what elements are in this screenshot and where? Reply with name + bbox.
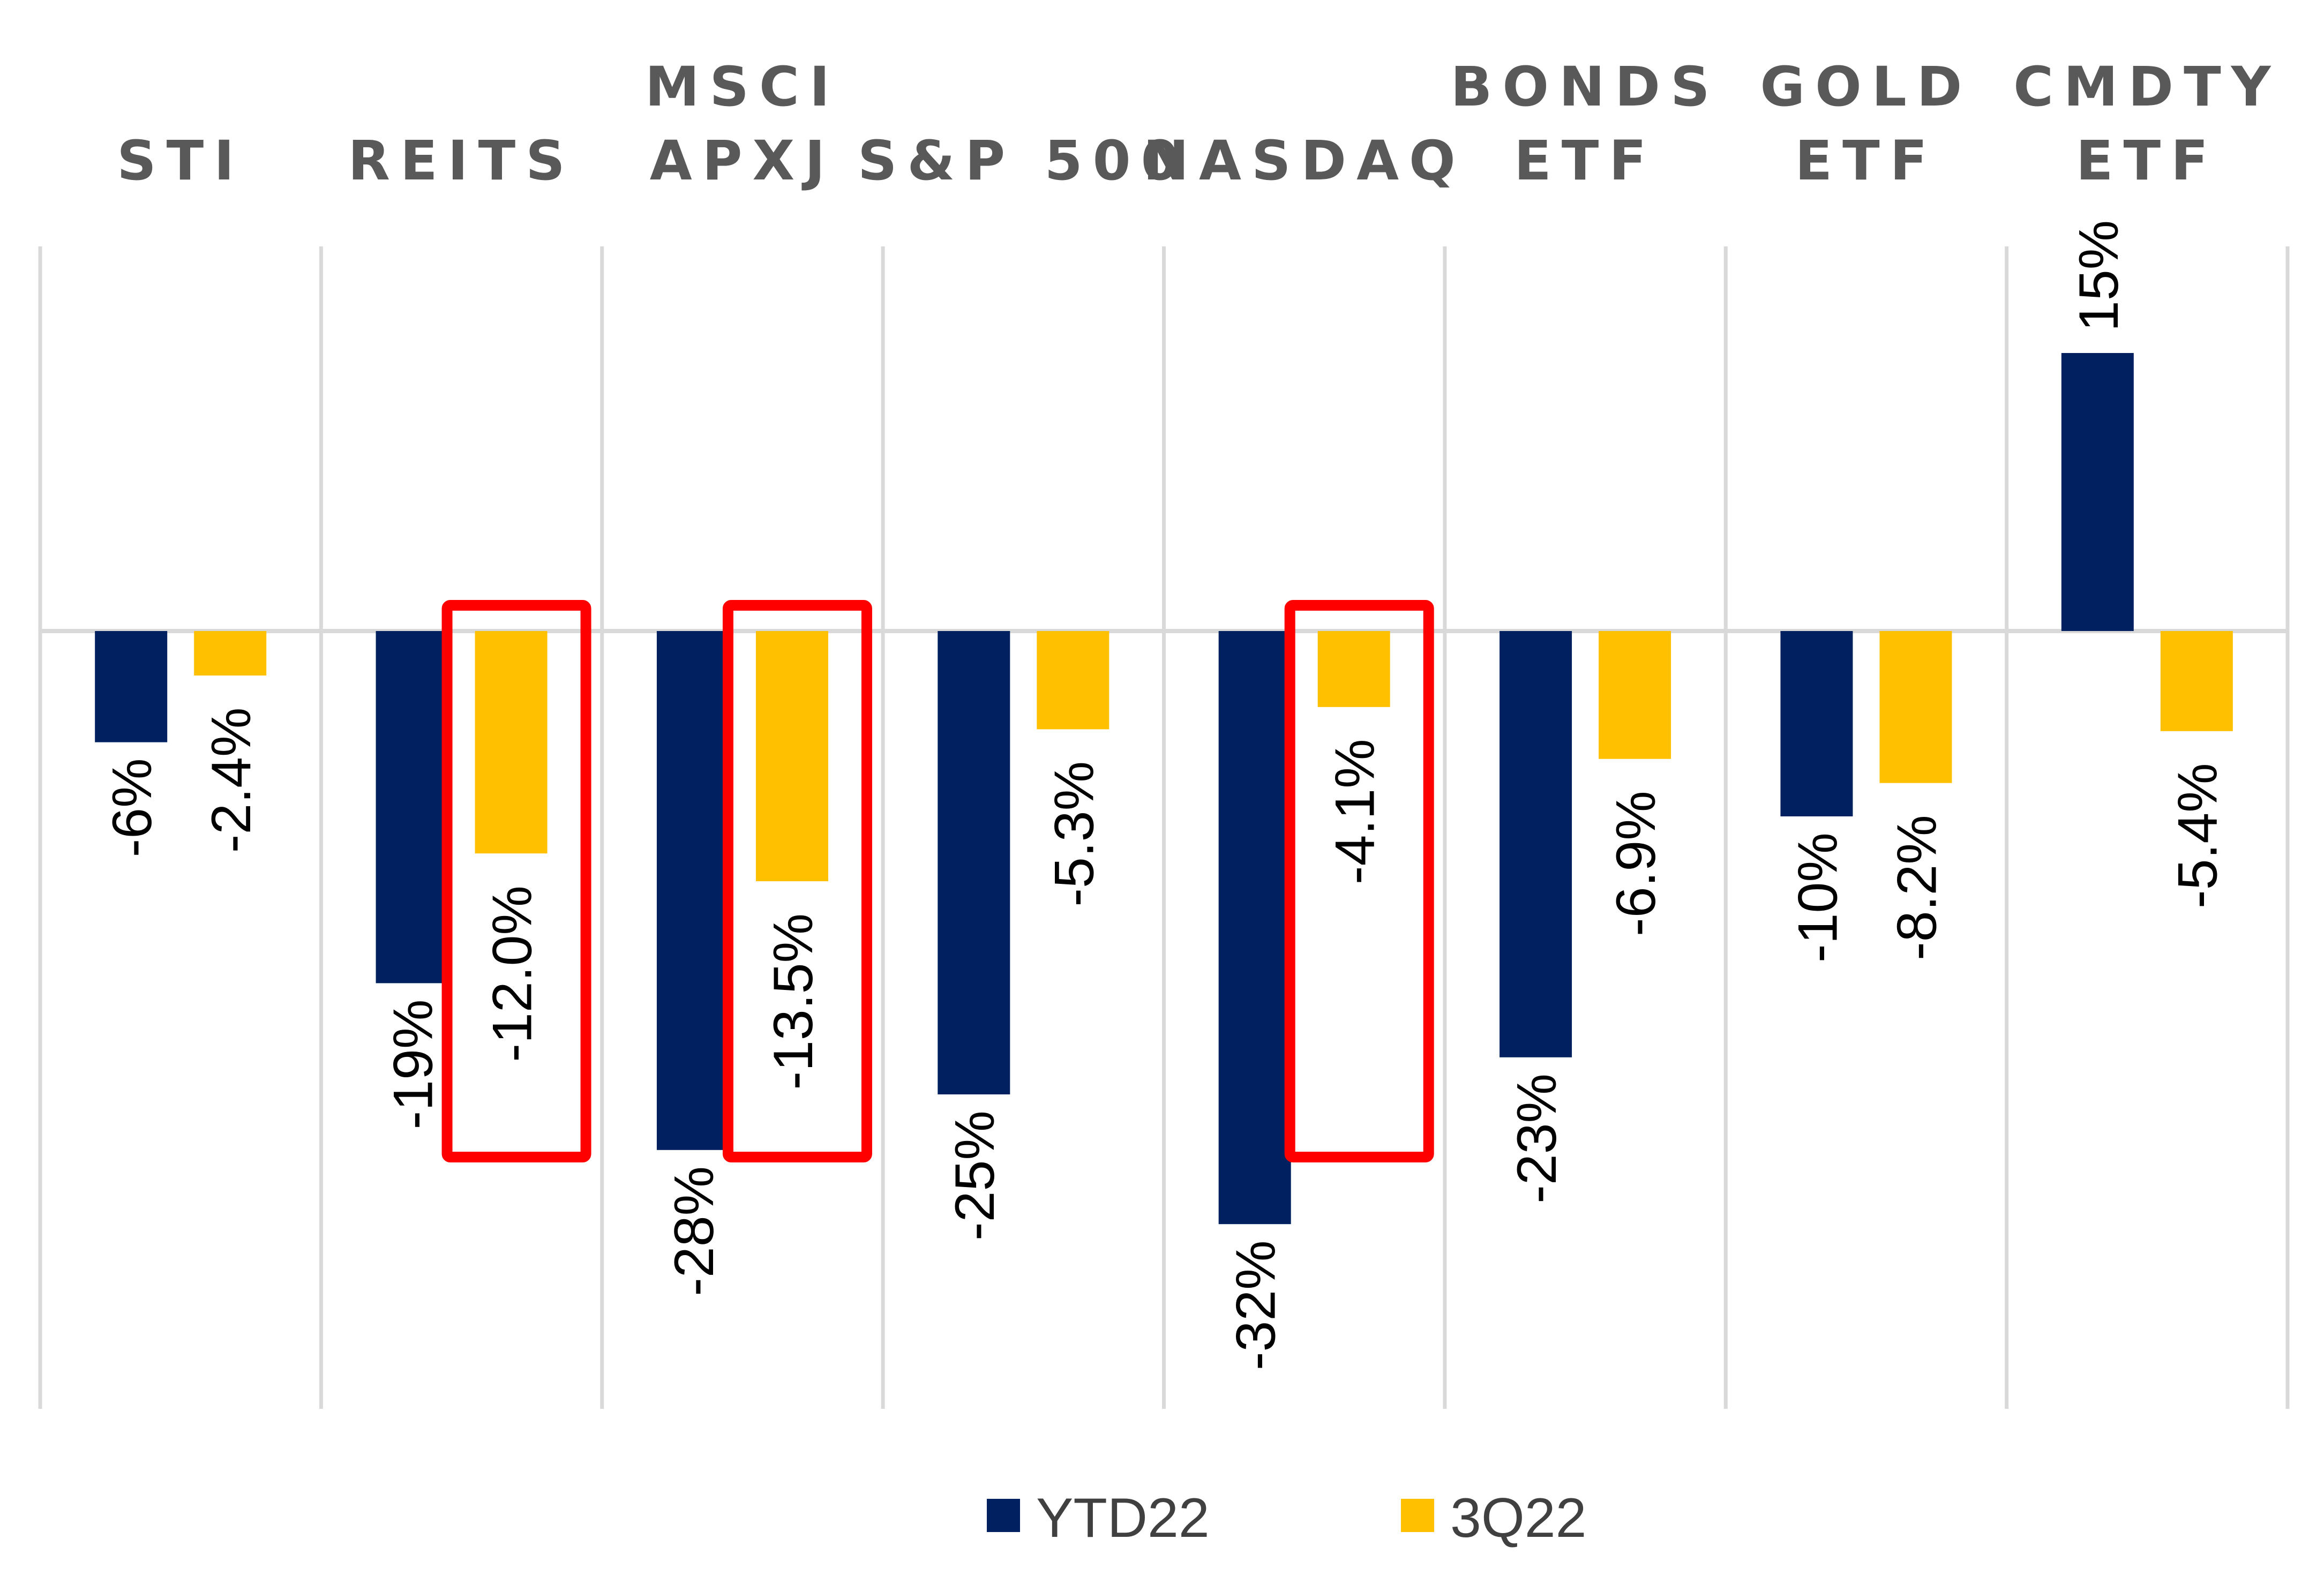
bar-3q22-gold-etf: [1879, 631, 1952, 783]
data-label-3q22-nasdaq: -4.1%: [1324, 739, 1386, 884]
bar-3q22-sandp-500: [1037, 631, 1109, 730]
data-label-ytd22-sandp-500: -25%: [944, 1110, 1006, 1241]
category-label-bonds-etf: ETF: [1514, 129, 1656, 193]
bar-3q22-reits: [475, 631, 548, 854]
data-label-ytd22-gold-etf: -10%: [1787, 832, 1849, 963]
data-label-3q22-sti: -2.4%: [200, 708, 263, 853]
bar-ytd22-msci-apxj: [656, 631, 729, 1150]
legend-label-ytd22: YTD22: [1036, 1487, 1210, 1549]
bar-ytd22-sandp-500: [938, 631, 1010, 1094]
category-label-gold-etf: GOLD: [1760, 55, 1972, 119]
data-label-3q22-reits: -12.0%: [482, 885, 544, 1062]
data-label-ytd22-reits: -19%: [383, 1000, 445, 1130]
data-label-ytd22-msci-apxj: -28%: [663, 1166, 725, 1296]
category-label-gold-etf: ETF: [1795, 129, 1937, 193]
data-label-ytd22-bonds-etf: -23%: [1506, 1073, 1568, 1204]
bar-ytd22-bonds-etf: [1500, 631, 1572, 1057]
data-label-ytd22-sti: -6%: [101, 758, 163, 857]
highlight-box-nasdaq: [1284, 600, 1434, 1162]
bar-3q22-sti: [194, 631, 267, 676]
data-label-3q22-sandp-500: -5.3%: [1043, 761, 1105, 907]
data-label-ytd22-nasdaq: -32%: [1225, 1240, 1287, 1370]
category-label-sti: STI: [117, 129, 244, 193]
bar-ytd22-sti: [95, 631, 168, 742]
legend-label-3q22: 3Q22: [1450, 1487, 1586, 1549]
category-label-bonds-etf: BONDS: [1451, 55, 1720, 119]
category-label-sandp-500: S&P 500: [858, 129, 1189, 193]
bar-3q22-cmdty-etf: [2160, 631, 2233, 731]
legend-item-3q22: 3Q22: [1401, 1487, 1586, 1549]
highlight-box-msci-apxj: [722, 600, 872, 1162]
data-label-3q22-gold-etf: -8.2%: [1886, 815, 1948, 960]
data-label-3q22-msci-apxj: -13.5%: [762, 913, 824, 1090]
legend-swatch-3q22: [1401, 1499, 1434, 1532]
data-label-ytd22-cmdty-etf: 15%: [2068, 220, 2130, 332]
category-label-cmdty-etf: CMDTY: [2013, 55, 2281, 119]
bar-ytd22-reits: [376, 631, 448, 984]
category-label-msci-apxj: MSCI: [645, 55, 840, 119]
category-label-nasdaq: NASDAQ: [1143, 129, 1466, 193]
highlight-box-reits: [441, 600, 591, 1162]
legend-item-ytd22: YTD22: [987, 1487, 1210, 1549]
category-label-msci-apxj: APXJ: [650, 129, 835, 193]
category-label-cmdty-etf: ETF: [2076, 129, 2218, 193]
bar-ytd22-cmdty-etf: [2061, 353, 2134, 631]
category-label-reits: REITS: [348, 129, 575, 193]
bar-ytd22-nasdaq: [1218, 631, 1291, 1225]
bar-3q22-bonds-etf: [1599, 631, 1671, 759]
bar-3q22-msci-apxj: [755, 631, 828, 882]
bar-ytd22-gold-etf: [1780, 631, 1853, 816]
data-label-3q22-cmdty-etf: -5.4%: [2167, 763, 2229, 909]
bar-3q22-nasdaq: [1317, 631, 1390, 707]
data-label-3q22-bonds-etf: -6.9%: [1605, 791, 1667, 936]
legend-swatch-ytd22: [987, 1499, 1020, 1532]
